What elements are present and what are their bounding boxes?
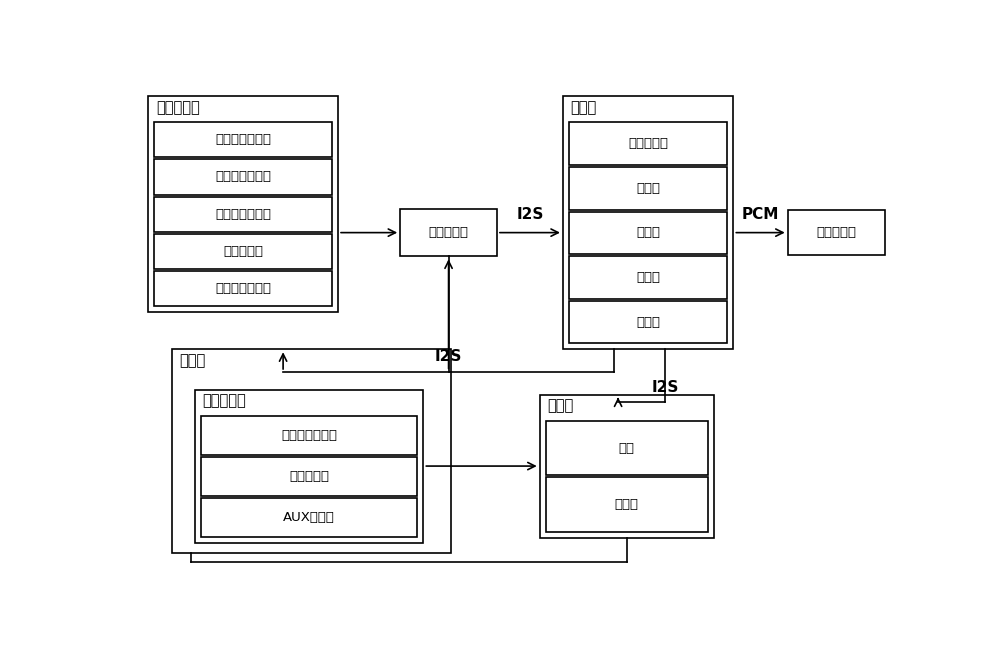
- Text: 音量调节器: 音量调节器: [628, 137, 668, 150]
- Text: 处理器: 处理器: [571, 100, 597, 115]
- Bar: [400, 209, 497, 256]
- Bar: [540, 394, 714, 538]
- Text: 信号输入器: 信号输入器: [156, 100, 200, 115]
- Bar: [195, 389, 423, 542]
- Bar: [201, 497, 417, 537]
- Text: 模拟直播输出端: 模拟直播输出端: [281, 429, 337, 442]
- Text: 模拟话筒输入端: 模拟话筒输入端: [215, 134, 271, 147]
- Bar: [201, 457, 417, 496]
- Text: 功放: 功放: [619, 442, 635, 454]
- Text: 均衡器: 均衡器: [636, 182, 660, 195]
- Text: I2S: I2S: [651, 379, 679, 394]
- Text: 乐器输入端: 乐器输入端: [223, 244, 263, 258]
- Text: 噪声门: 噪声门: [636, 271, 660, 284]
- Bar: [201, 416, 417, 455]
- Text: I2S: I2S: [435, 349, 462, 364]
- Bar: [546, 421, 708, 475]
- Bar: [148, 96, 338, 312]
- Text: 数字直播端: 数字直播端: [816, 226, 856, 239]
- Text: I2S: I2S: [516, 207, 544, 222]
- Text: 模数转换器: 模数转换器: [429, 226, 469, 239]
- Text: 数字话筒输入端: 数字话筒输入端: [215, 282, 271, 295]
- Text: AUX输入端: AUX输入端: [283, 511, 335, 524]
- Text: 前级输出部: 前级输出部: [202, 394, 246, 409]
- Bar: [172, 349, 450, 553]
- Bar: [546, 477, 708, 531]
- Bar: [154, 160, 332, 194]
- Text: PCM: PCM: [742, 207, 779, 222]
- Bar: [569, 256, 727, 299]
- Text: 模拟话筒无线端: 模拟话筒无线端: [215, 207, 271, 220]
- Text: 输出器: 输出器: [179, 353, 206, 368]
- Bar: [569, 123, 727, 165]
- Bar: [563, 96, 733, 349]
- Bar: [788, 210, 885, 255]
- Text: 扬声器: 扬声器: [615, 498, 639, 511]
- Bar: [569, 167, 727, 209]
- Text: 耳机输出端: 耳机输出端: [289, 470, 329, 483]
- Bar: [154, 233, 332, 269]
- Text: 模拟有线话筒端: 模拟有线话筒端: [215, 170, 271, 183]
- Bar: [154, 123, 332, 158]
- Text: 效果器: 效果器: [636, 226, 660, 239]
- Bar: [154, 196, 332, 231]
- Bar: [569, 301, 727, 344]
- Bar: [569, 212, 727, 254]
- Text: 外放器: 外放器: [547, 398, 574, 413]
- Text: 分频器: 分频器: [636, 316, 660, 329]
- Bar: [154, 271, 332, 306]
